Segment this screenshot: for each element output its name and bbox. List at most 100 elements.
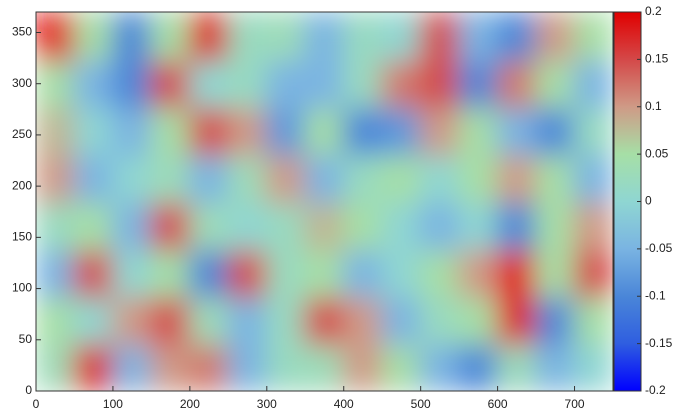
heat-cell [419, 295, 461, 345]
field [36, 12, 613, 391]
heat-cell [381, 12, 422, 62]
heat-cell [73, 153, 114, 204]
heat-cell [419, 201, 461, 251]
heat-cell [150, 342, 191, 391]
heat-cell [573, 201, 613, 251]
heat-cell [265, 201, 307, 251]
heat-cell [342, 59, 384, 109]
heat-cell [496, 106, 538, 156]
heat-cell [265, 153, 307, 204]
heat-cell [381, 201, 422, 251]
heat-cell [265, 59, 307, 109]
heat-cell [381, 248, 422, 298]
heat-cell [381, 59, 422, 109]
heat-cell [458, 248, 499, 298]
heat-cell [419, 12, 461, 62]
colorbar-tick-label: 0.1 [645, 99, 662, 113]
x-tick-label: 200 [180, 397, 200, 411]
y-tick-label: 150 [12, 230, 32, 244]
heat-cell [535, 106, 576, 156]
heat-cell [188, 201, 230, 251]
x-tick-label: 500 [411, 397, 431, 411]
colorbar-tick-label: 0.15 [645, 52, 669, 66]
heat-cell [227, 248, 268, 298]
heat-cell [381, 295, 422, 345]
heat-cell [265, 248, 307, 298]
heat-cell [265, 12, 307, 62]
heat-cell [150, 59, 191, 109]
heat-cell [227, 342, 268, 391]
colorbar-tick-label: 0.2 [645, 4, 662, 18]
heat-cell [381, 342, 422, 391]
heat-cell [496, 12, 538, 62]
heat-cell [304, 59, 345, 109]
heat-cell [227, 59, 268, 109]
heat-cell [150, 153, 191, 204]
heat-cell [573, 295, 613, 345]
colorbar-tick-label: 0.05 [645, 146, 669, 160]
x-tick-label: 100 [103, 397, 123, 411]
heat-cell [458, 201, 499, 251]
heat-cell [342, 295, 384, 345]
heat-cell [535, 59, 576, 109]
heat-cell [227, 106, 268, 156]
heat-cell [496, 153, 538, 204]
heat-cell [573, 12, 613, 62]
y-tick-label: 200 [12, 178, 32, 192]
heat-cell [111, 12, 153, 62]
y-tick-label: 0 [25, 383, 32, 397]
heat-cell [188, 295, 230, 345]
heat-cell [304, 153, 345, 204]
heat-cell [227, 295, 268, 345]
heat-cell [573, 106, 613, 156]
heat-cell [304, 201, 345, 251]
heat-cell [419, 248, 461, 298]
heat-cell [227, 12, 268, 62]
heat-cell [304, 248, 345, 298]
heat-cell [381, 153, 422, 204]
heat-cell [342, 153, 384, 204]
heat-cell [535, 295, 576, 345]
heat-cell [111, 342, 153, 391]
heat-cell [419, 342, 461, 391]
heat-cell [111, 248, 153, 298]
colorbar-tick-label: -0.2 [645, 383, 666, 397]
heat-cell [265, 342, 307, 391]
colorbar-tick-label: -0.05 [645, 241, 673, 255]
heat-cell [265, 106, 307, 156]
heat-cell [73, 59, 114, 109]
heat-cell [150, 248, 191, 298]
x-tick-label: 0 [33, 397, 40, 411]
heat-cell [265, 295, 307, 345]
heat-cell [73, 295, 114, 345]
heat-cell [342, 12, 384, 62]
heat-cell [458, 59, 499, 109]
heat-cell [188, 153, 230, 204]
heat-cell [304, 342, 345, 391]
y-tick-label: 250 [12, 127, 32, 141]
plot-frame [35, 11, 614, 392]
heat-cell [227, 153, 268, 204]
heat-cell [573, 153, 613, 204]
heat-cell [458, 342, 499, 391]
heat-cell [188, 12, 230, 62]
heat-cell [573, 248, 613, 298]
cells [36, 12, 613, 391]
heat-cell [150, 12, 191, 62]
heat-cell [111, 153, 153, 204]
heat-cell [36, 12, 76, 62]
x-tick-label: 700 [565, 397, 585, 411]
heat-cell [36, 59, 76, 109]
heat-cell [36, 248, 76, 298]
y-tick-label: 100 [12, 281, 32, 295]
heat-cell [573, 59, 613, 109]
heat-cell [36, 295, 76, 345]
heat-cell [304, 295, 345, 345]
heat-cell [36, 342, 76, 391]
heat-cell [304, 106, 345, 156]
colorbar-tick-label: 0 [645, 194, 652, 208]
heat-cell [111, 295, 153, 345]
heat-cell [188, 106, 230, 156]
y-tick-label: 50 [19, 332, 33, 346]
